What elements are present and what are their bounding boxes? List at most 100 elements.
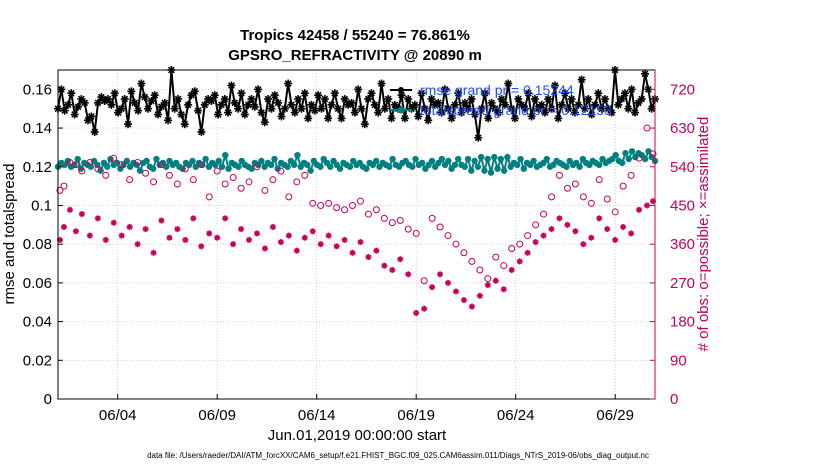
point-assimilated bbox=[413, 309, 420, 316]
point-assimilated bbox=[142, 226, 149, 233]
point-rmse bbox=[197, 127, 206, 136]
point-totalspread bbox=[438, 155, 445, 163]
point-assimilated bbox=[564, 221, 571, 228]
point-possible bbox=[428, 214, 436, 222]
point-rmse bbox=[287, 100, 296, 109]
point-rmse bbox=[484, 114, 493, 123]
y-right-tick-label: 90 bbox=[670, 352, 687, 369]
point-totalspread bbox=[215, 157, 222, 165]
point-assimilated bbox=[293, 247, 300, 254]
point-assimilated bbox=[429, 284, 436, 291]
point-rmse bbox=[247, 95, 256, 104]
y-tick-label: 0.04 bbox=[23, 314, 52, 331]
point-possible bbox=[134, 158, 142, 166]
point-assimilated bbox=[365, 254, 372, 261]
point-assimilated bbox=[269, 223, 276, 230]
x-tick-label: 06/24 bbox=[497, 407, 535, 424]
point-possible bbox=[444, 232, 452, 240]
point-rmse bbox=[64, 100, 73, 109]
point-rmse bbox=[637, 95, 646, 104]
point-assimilated bbox=[516, 258, 523, 265]
point-totalspread bbox=[202, 155, 209, 163]
point-assimilated bbox=[214, 234, 221, 241]
point-rmse bbox=[87, 112, 96, 121]
point-possible bbox=[261, 186, 269, 194]
point-totalspread bbox=[409, 163, 416, 170]
point-rmse bbox=[220, 95, 229, 104]
point-rmse bbox=[190, 87, 199, 96]
point-possible bbox=[221, 180, 229, 188]
point-rmse bbox=[597, 104, 606, 113]
y-right-axis-label: # of obs: o=possible; ×=assimilated bbox=[695, 117, 712, 352]
y-right-tick-label: 0 bbox=[670, 391, 678, 408]
point-possible bbox=[317, 201, 325, 209]
point-possible bbox=[269, 176, 277, 184]
point-possible bbox=[110, 154, 118, 162]
point-rmse bbox=[297, 104, 306, 113]
footer-data-file: data file: /Users/raeder/DAI/ATM_forcXX/… bbox=[147, 451, 649, 460]
point-possible bbox=[516, 240, 524, 248]
point-rmse bbox=[480, 89, 489, 98]
point-totalspread bbox=[628, 148, 636, 155]
point-rmse bbox=[547, 104, 556, 113]
point-rmse bbox=[234, 104, 243, 113]
point-assimilated bbox=[230, 241, 237, 248]
point-totalspread bbox=[235, 163, 242, 170]
point-totalspread bbox=[386, 163, 393, 170]
x-tick-label: 06/29 bbox=[596, 407, 634, 424]
legend-marker-rmse bbox=[398, 87, 404, 93]
point-rmse bbox=[600, 95, 609, 104]
point-possible bbox=[165, 171, 173, 179]
point-rmse bbox=[180, 120, 189, 129]
point-rmse bbox=[260, 118, 269, 127]
point-totalspread bbox=[514, 161, 521, 169]
point-rmse bbox=[500, 100, 509, 109]
y-tick-label: 0.08 bbox=[23, 236, 52, 253]
point-possible bbox=[72, 161, 80, 169]
point-assimilated bbox=[285, 232, 292, 239]
point-totalspread bbox=[189, 157, 196, 165]
point-assimilated bbox=[405, 271, 412, 278]
point-assimilated bbox=[532, 239, 539, 246]
point-rmse bbox=[200, 100, 209, 109]
point-assimilated bbox=[612, 236, 619, 243]
point-rmse bbox=[554, 114, 563, 123]
point-assimilated bbox=[158, 217, 165, 224]
point-possible bbox=[94, 165, 102, 173]
point-possible bbox=[309, 199, 317, 207]
point-rmse bbox=[494, 108, 503, 117]
point-assimilated bbox=[628, 230, 635, 237]
point-assimilated bbox=[596, 215, 603, 222]
point-rmse bbox=[417, 89, 426, 98]
point-totalspread bbox=[494, 165, 501, 172]
point-totalspread bbox=[517, 155, 524, 163]
point-rmse bbox=[537, 100, 546, 109]
point-assimilated bbox=[548, 226, 555, 233]
point-assimilated bbox=[389, 266, 396, 273]
point-possible bbox=[157, 161, 165, 169]
point-assimilated bbox=[397, 256, 404, 263]
point-totalspread bbox=[294, 151, 301, 159]
point-rmse bbox=[374, 108, 383, 117]
point-rmse bbox=[574, 100, 583, 109]
point-rmse bbox=[620, 89, 629, 98]
y-tick-label: 0.14 bbox=[23, 120, 52, 137]
point-possible bbox=[285, 193, 293, 201]
point-rmse bbox=[334, 104, 343, 113]
point-possible bbox=[229, 174, 237, 182]
point-rmse bbox=[304, 114, 313, 123]
point-rmse bbox=[257, 108, 266, 117]
point-possible bbox=[388, 219, 396, 227]
point-possible bbox=[627, 171, 635, 179]
point-possible bbox=[126, 176, 134, 184]
point-rmse bbox=[370, 100, 379, 109]
x-axis-label: Jun.01,2019 00:00:00 start bbox=[268, 427, 447, 444]
point-rmse bbox=[384, 95, 393, 104]
legend-marker-totalspread bbox=[397, 106, 405, 114]
point-possible bbox=[56, 186, 64, 194]
point-rmse bbox=[350, 108, 359, 117]
point-assimilated bbox=[572, 228, 579, 235]
point-totalspread bbox=[258, 157, 265, 165]
point-possible bbox=[237, 184, 245, 192]
point-assimilated bbox=[580, 241, 587, 248]
